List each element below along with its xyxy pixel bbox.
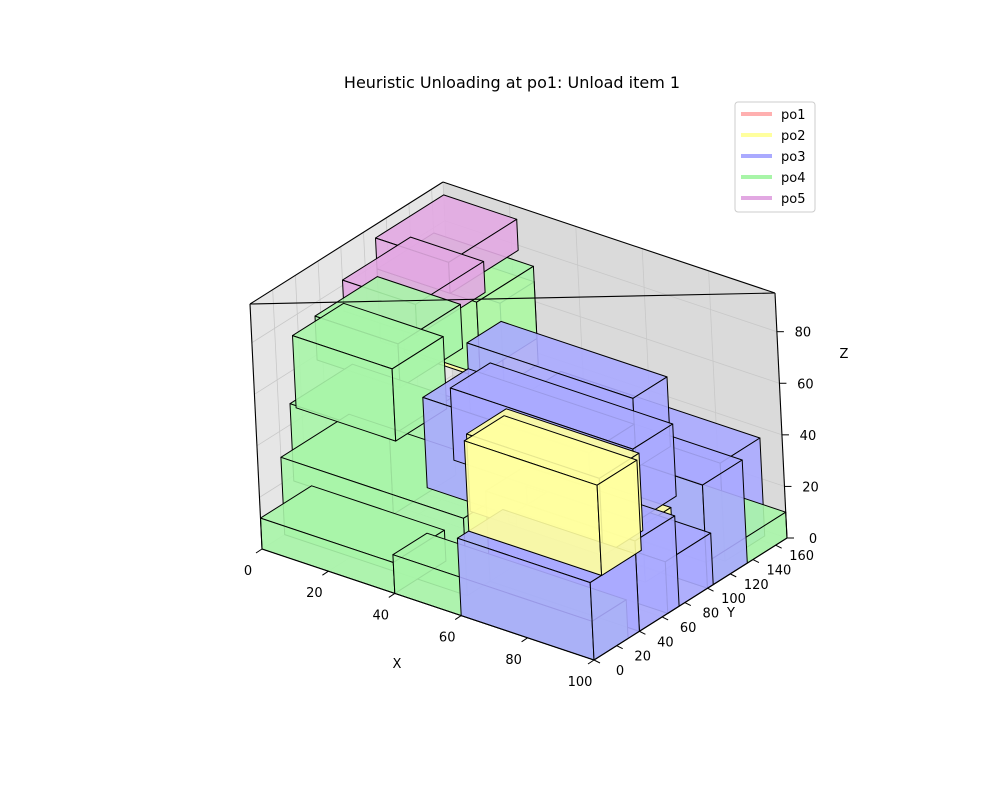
y-axis-label: Y [726, 606, 735, 621]
frame-edge [249, 303, 263, 550]
box-po4 [292, 302, 448, 442]
x-tick [454, 615, 462, 621]
legend-label-po4: po4 [781, 171, 805, 186]
z-tick-label: 20 [802, 480, 819, 495]
legend-frame [734, 101, 816, 213]
x-tick-label: 80 [505, 653, 522, 668]
chart-title: Heuristic Unloading at po1: Unload item … [344, 73, 680, 92]
frame-edge [249, 181, 444, 305]
y-tick-label: 160 [789, 549, 814, 564]
y-tick-label: 140 [767, 564, 792, 579]
legend-label-po2: po2 [781, 129, 805, 144]
y-tick [639, 630, 646, 635]
x-tick [255, 548, 263, 554]
y-tick [593, 659, 601, 664]
x-tick [322, 570, 329, 576]
y-tick-label: 60 [680, 621, 697, 636]
y-tick-label: 100 [721, 592, 746, 607]
z-tick-label: 40 [800, 429, 817, 444]
y-tick [616, 645, 623, 650]
z-tick-label: 60 [797, 377, 814, 392]
x-tick-label: 20 [306, 586, 323, 601]
legend: po1 po2 po3 po4 po5 [734, 101, 816, 213]
z-tick-label: 80 [795, 326, 812, 341]
frame-edge [593, 537, 788, 661]
box-po2 [463, 415, 642, 576]
legend-label-po1: po1 [781, 108, 805, 123]
x-tick-label: 100 [568, 675, 593, 690]
frame-edge [774, 292, 788, 539]
z-tick-label: 0 [809, 532, 817, 547]
y-tick-label: 40 [657, 635, 674, 650]
axes-frame [249, 181, 788, 661]
y-tick [730, 573, 737, 578]
y-tick-label: 80 [703, 607, 720, 622]
x-tick-label: 40 [373, 608, 390, 623]
y-tick [684, 602, 692, 607]
y-tick [707, 587, 714, 592]
x-tick [521, 637, 528, 643]
data-boxes [260, 194, 788, 661]
frame-edge [249, 292, 776, 305]
x-tick [388, 592, 396, 598]
legend-label-po3: po3 [781, 150, 805, 165]
x-tick-label: 0 [244, 564, 252, 579]
axis-ticks: 0204060801000204060801001201401600204060… [244, 326, 819, 690]
z-axis-label: Z [840, 347, 849, 362]
x-tick-label: 60 [439, 631, 456, 646]
y-tick [775, 544, 782, 549]
legend-label-po5: po5 [781, 192, 805, 207]
y-tick [752, 559, 760, 563]
x-axis-label: X [393, 657, 402, 672]
y-tick-label: 0 [616, 664, 624, 679]
y-tick-label: 20 [634, 650, 651, 665]
x-tick [587, 659, 595, 665]
y-tick-label: 120 [744, 578, 769, 593]
frame-edge [261, 548, 595, 661]
frame-edge [442, 181, 776, 294]
y-tick [661, 616, 669, 621]
